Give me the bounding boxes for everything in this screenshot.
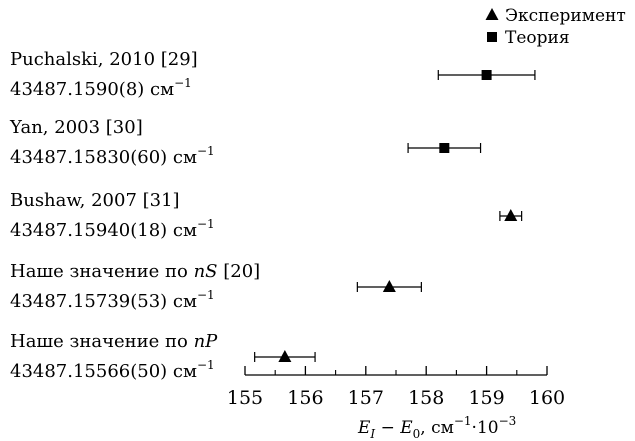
data-point-square <box>439 143 450 153</box>
x-axis-title-part: E <box>357 418 371 438</box>
x-axis-title-part: −3 <box>499 414 517 428</box>
x-tick-label: 160 <box>529 387 565 409</box>
x-axis-title-part: − E <box>375 418 413 438</box>
point-label-source: Yan, 2003 [30] <box>9 117 143 138</box>
data-point-square <box>481 70 492 80</box>
point-label-part: Наше значение по <box>10 261 194 282</box>
point-label-source: Bushaw, 2007 [31] <box>10 190 180 211</box>
point-label-value: 43487.15739(53) см−1 <box>10 288 215 312</box>
x-tick-label: 157 <box>348 387 384 409</box>
point-labels: Puchalski, 2010 [29]43487.1590(8) см−1Ya… <box>9 49 260 382</box>
x-tick-label: 158 <box>408 387 444 409</box>
x-tick-label: 159 <box>468 387 504 409</box>
x-axis-title-part: I <box>369 427 375 441</box>
point-label-value: 43487.15830(60) см−1 <box>10 144 215 168</box>
point-label-part: −1 <box>197 144 215 158</box>
legend-square-icon <box>487 32 497 42</box>
point-label-part: 43487.15940(18) см <box>10 220 197 241</box>
point-label-part: −1 <box>197 217 215 231</box>
point-label-part: Наше значение по <box>10 331 194 352</box>
data-point-triangle <box>278 350 292 362</box>
data-point-triangle <box>382 280 396 292</box>
point-label-part: 43487.1590(8) см <box>10 79 174 100</box>
point-label-source: Наше значение по nS [20] <box>10 261 260 282</box>
point-label-part: 43487.15566(50) см <box>10 361 197 382</box>
x-tick-label: 156 <box>287 387 323 409</box>
point-label-part: −1 <box>197 358 215 372</box>
point-label-part: nS <box>194 261 218 282</box>
point-label-part: 43487.15830(60) см <box>10 147 197 168</box>
point-label-part: [20] <box>218 261 261 282</box>
x-axis-title-part: −1 <box>454 414 472 428</box>
x-axis-title-part: 0 <box>413 427 421 441</box>
legend-label: Эксперимент <box>505 6 626 26</box>
point-label-part: 43487.15739(53) см <box>10 291 197 312</box>
legend-label: Теория <box>505 28 570 48</box>
data-marks <box>254 70 536 362</box>
x-axis-title-part: , см <box>420 418 454 438</box>
point-label-source: Наше значение по nP <box>10 331 218 352</box>
point-label-part: −1 <box>174 76 192 90</box>
x-axis-title-part: ·10 <box>472 418 499 438</box>
point-label-part: nP <box>194 331 219 352</box>
point-label-value: 43487.1590(8) см−1 <box>10 76 192 100</box>
point-label-part: −1 <box>197 288 215 302</box>
x-axis-title: EI − E0, см−1·10−3 <box>357 414 516 441</box>
data-point-triangle <box>504 209 518 221</box>
x-tick-label: 155 <box>227 387 263 409</box>
legend-triangle-icon <box>485 8 499 20</box>
point-label-value: 43487.15940(18) см−1 <box>10 217 215 241</box>
point-label-value: 43487.15566(50) см−1 <box>10 358 215 382</box>
x-axis: 155 156 157 158 159 160 EI − E0, см−1·10−3 <box>227 366 565 441</box>
point-label-source: Puchalski, 2010 [29] <box>10 49 198 70</box>
